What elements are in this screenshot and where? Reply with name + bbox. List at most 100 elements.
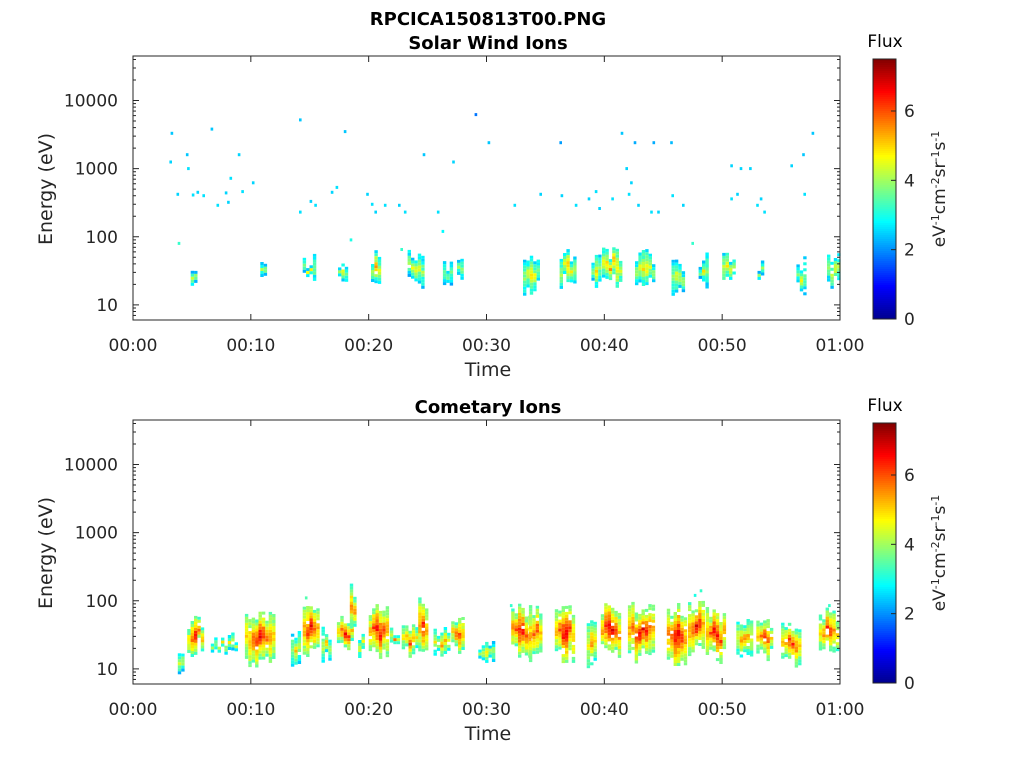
spectrogram-cell <box>523 292 527 296</box>
spectrogram-cell <box>617 642 622 646</box>
spectrogram-cell <box>600 614 605 618</box>
spectrogram-cell <box>312 621 317 625</box>
spectrogram-cell <box>666 623 671 627</box>
spectrogram-cell <box>244 643 249 647</box>
spectrogram-cell <box>725 261 729 265</box>
spectrogram-cell <box>712 630 716 634</box>
spectrogram-cell <box>353 623 357 627</box>
spectrogram-cell <box>353 602 357 606</box>
spectrogram-cell <box>561 609 565 613</box>
spectrogram-cell <box>612 253 616 257</box>
spectrogram-cell <box>518 624 522 628</box>
spectrogram-cell <box>759 634 764 638</box>
spectrogram-cell <box>705 652 710 655</box>
spectrogram-cell <box>401 625 406 629</box>
spectrogram-cell <box>514 640 518 644</box>
spectrogram-cell <box>573 271 577 275</box>
spectrogram-cell <box>829 636 833 640</box>
spectrogram-cell <box>607 626 611 630</box>
spectrogram-cell <box>524 646 529 650</box>
spectrogram-cell <box>743 643 747 647</box>
spectrogram-cell <box>375 637 379 641</box>
spectrogram-cell <box>563 253 567 256</box>
spectrogram-cell <box>641 280 646 283</box>
spectrogram-cell <box>677 624 681 627</box>
spectrogram-cell <box>405 625 409 629</box>
spectrogram-cell <box>803 280 807 284</box>
spectrogram-cell <box>766 619 770 623</box>
spectrogram-cell <box>681 274 686 278</box>
spectrogram-cell <box>794 640 799 644</box>
spectrogram-cell <box>361 633 365 637</box>
y-tick-label: 10000 <box>64 92 118 112</box>
spectrogram-cell <box>338 273 342 277</box>
spectrogram-cell <box>194 615 198 619</box>
colorbar-step <box>873 105 896 108</box>
spectrogram-cell <box>251 629 256 633</box>
spectrogram-cell <box>268 641 273 645</box>
spectrogram-cell <box>746 640 750 643</box>
spectrogram-cell <box>385 633 390 637</box>
spectrogram-cell <box>736 639 740 643</box>
spectrogram-cell <box>833 270 838 273</box>
spectrogram-cell <box>604 630 608 634</box>
spectrogram-cell <box>683 650 688 654</box>
spectrogram-cell <box>648 634 652 638</box>
spectrogram-cell <box>593 639 597 643</box>
spectrogram-cell <box>349 625 354 629</box>
spectrogram-cell <box>268 626 273 630</box>
spectrogram-cell <box>532 618 536 622</box>
colorbar-step <box>873 495 896 498</box>
spectrogram-cell <box>608 274 613 278</box>
colorbar-step <box>873 659 896 662</box>
spectrogram-cell <box>818 617 823 621</box>
spectrogram-cell <box>568 629 572 633</box>
spectrogram-point <box>176 192 180 196</box>
colorbar-step <box>873 605 896 608</box>
spectrogram-cell <box>255 622 259 626</box>
spectrogram-cell <box>677 621 681 624</box>
spectrogram-cell <box>324 649 329 653</box>
colorbar-step <box>873 151 896 154</box>
spectrogram-cell <box>638 616 642 620</box>
spectrogram-cell <box>611 607 615 611</box>
spectrogram-cell <box>678 263 682 267</box>
spectrogram-cell <box>268 611 273 615</box>
spectrogram-cell <box>612 268 616 272</box>
spectrogram-cell <box>312 262 317 266</box>
spectrogram-cell <box>408 648 412 652</box>
colorbar-step <box>873 437 896 440</box>
spectrogram-cell <box>569 270 574 274</box>
spectrogram-cell <box>353 617 357 621</box>
spectrogram-cell <box>378 622 383 626</box>
spectrogram-cell <box>648 262 652 266</box>
colorbar-step <box>873 681 896 684</box>
spectrogram-cell <box>568 632 572 636</box>
spectrogram-cell <box>829 615 833 619</box>
colorbar-step <box>873 77 896 80</box>
spectrogram-cell <box>524 634 529 638</box>
spectrogram-cell <box>666 608 671 612</box>
spectrogram-cell <box>719 655 723 658</box>
spectrogram-point <box>436 210 440 214</box>
spectrogram-cell <box>358 643 362 646</box>
spectrogram-cell <box>309 609 313 613</box>
spectrogram-cell <box>674 277 679 281</box>
spectrogram-cell <box>683 617 688 621</box>
spectrogram-cell <box>648 643 652 647</box>
spectrogram-cell <box>627 641 632 645</box>
colorbar-step <box>873 175 896 178</box>
spectrogram-point <box>756 203 759 207</box>
spectrogram-cell <box>368 621 373 625</box>
spectrogram-cell <box>705 267 709 271</box>
spectrogram-cell <box>539 631 543 635</box>
spectrogram-cell <box>210 646 215 650</box>
spectrogram-cell <box>829 621 833 625</box>
spectrogram-cell <box>561 654 565 658</box>
spectrogram-cell <box>651 607 656 611</box>
colorbar-step <box>873 451 896 454</box>
spectrogram-cell <box>701 633 705 637</box>
spectrogram-cell <box>411 639 416 643</box>
spectrogram-cell <box>255 628 259 632</box>
spectrogram-cell <box>436 638 441 642</box>
